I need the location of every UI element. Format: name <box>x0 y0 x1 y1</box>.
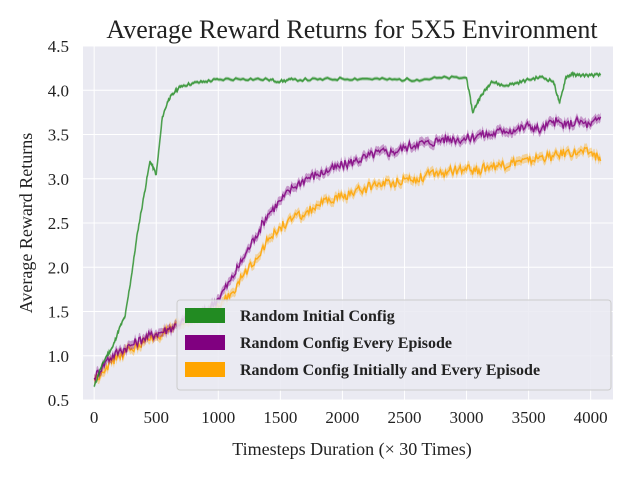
chart-title: Average Reward Returns for 5X5 Environme… <box>106 15 598 44</box>
legend-swatch-random-initial-and-every <box>185 362 225 377</box>
y-tick-label: 2.5 <box>48 214 69 233</box>
x-axis-label: Timesteps Duration (× 30 Times) <box>232 439 472 460</box>
x-tick-label: 3500 <box>512 408 546 427</box>
ticks-layer: 0 500 1000 1500 2000 2500 3000 3500 4000 0.5 1.0 1.… <box>48 37 608 427</box>
y-tick-label: 4.5 <box>48 37 69 56</box>
legend: Random Initial Config Random Config Ever… <box>176 299 612 391</box>
x-tick-label: 500 <box>143 408 169 427</box>
y-tick-label: 3.5 <box>48 126 69 145</box>
legend-label-random-every-episode: Random Config Every Episode <box>240 335 452 352</box>
x-tick-label: 1500 <box>263 408 297 427</box>
y-tick-label: 2.0 <box>48 258 69 277</box>
y-axis-label: Average Reward Returns <box>16 133 36 314</box>
legend-box <box>176 299 612 391</box>
x-tick-label: 3000 <box>450 408 484 427</box>
x-tick-label: 1000 <box>201 408 235 427</box>
y-tick-label: 3.0 <box>48 170 69 189</box>
x-tick-label: 4000 <box>574 408 608 427</box>
x-tick-label: 2500 <box>387 408 421 427</box>
y-tick-label: 1.5 <box>48 303 69 322</box>
x-tick-label: 0 <box>90 408 99 427</box>
legend-swatch-random-initial <box>185 308 225 323</box>
x-tick-label: 2000 <box>325 408 359 427</box>
series-line <box>93 70 602 387</box>
y-tick-label: 4.0 <box>48 81 69 100</box>
legend-label-random-initial-and-every: Random Config Initially and Every Episod… <box>240 362 540 379</box>
y-tick-label: 1.0 <box>48 347 69 366</box>
series-random-initial <box>93 70 602 389</box>
legend-label-random-initial: Random Initial Config <box>240 308 395 325</box>
y-tick-label: 0.5 <box>48 391 69 410</box>
legend-swatch-random-every-episode <box>185 335 225 350</box>
